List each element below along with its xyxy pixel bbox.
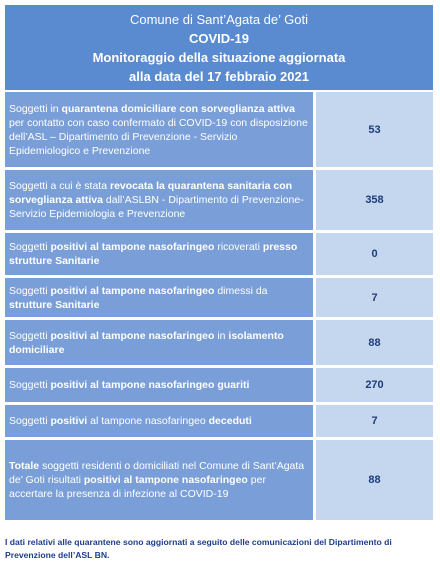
- table-row: Soggetti positivi al tampone nasofaringe…: [5, 320, 433, 365]
- label-segment: Soggetti: [9, 379, 51, 391]
- label-segment: al tampone nasofaringeo: [87, 415, 209, 427]
- label-segment: Soggetti: [9, 241, 51, 253]
- row-label: Soggetti positivi al tampone nasofaringe…: [5, 233, 313, 275]
- row-value: 53: [316, 92, 433, 167]
- header-line: Comune di Sant’Agata de’ Goti: [129, 12, 308, 27]
- label-segment: per contatto con caso confermato di COVI…: [9, 116, 308, 157]
- label-text: Soggetti a cui è stata revocata la quara…: [9, 179, 309, 221]
- label-segment: isolamento domiciliare: [9, 329, 284, 356]
- label-text: Soggetti in quarantena domiciliare con s…: [9, 102, 309, 158]
- label-segment: deceduti: [208, 415, 252, 427]
- header-line: alla data del 17 febbraio 2021: [129, 69, 309, 84]
- label-text: Soggetti positivi al tampone nasofaringe…: [9, 414, 252, 428]
- row-value: 270: [316, 368, 433, 402]
- table-row: Soggetti positivi al tampone nasofaringe…: [5, 368, 433, 402]
- label-segment: Soggetti: [9, 329, 51, 342]
- row-label: Soggetti positivi al tampone nasofaringe…: [5, 278, 313, 317]
- label-segment: quarantena domiciliare con sorveglianza …: [61, 102, 295, 115]
- row-value: 0: [316, 233, 433, 275]
- label-segment: Soggetti in: [9, 102, 62, 115]
- label-segment: dall’ASLBN - Dipartimento di Prevenzione…: [9, 194, 304, 220]
- label-text: Soggetti positivi al tampone nasofaringe…: [9, 329, 309, 357]
- label-segment: Soggetti: [9, 415, 51, 427]
- table-row: Soggetti in quarantena domiciliare con s…: [5, 92, 433, 167]
- label-segment: dimessi da: [214, 284, 268, 297]
- label-text: Totale soggetti residenti o domiciliati …: [9, 459, 309, 501]
- label-segment: soggetti residenti o domiciliati nel Com…: [9, 460, 305, 486]
- table-row: Soggetti positivi al tampone nasofaringe…: [5, 405, 433, 437]
- label-text: Soggetti positivi al tampone nasofaringe…: [9, 284, 309, 312]
- row-label: Totale soggetti residenti o domiciliati …: [5, 440, 313, 520]
- table-row: Soggetti positivi al tampone nasofaringe…: [5, 278, 433, 317]
- label-segment: positivi al tampone nasofaringeo: [50, 284, 215, 297]
- label-segment: positivi al tampone nasofaringeo: [50, 241, 215, 253]
- row-label: Soggetti in quarantena domiciliare con s…: [5, 92, 313, 167]
- table: Soggetti in quarantena domiciliare con s…: [5, 92, 433, 523]
- row-label: Soggetti positivi al tampone nasofaringe…: [5, 368, 313, 402]
- label-segment: positivi al tampone nasofaringeo: [50, 329, 215, 342]
- label-segment: strutture Sanitarie: [9, 298, 100, 311]
- row-value: 7: [316, 405, 433, 437]
- header: Comune di Sant’Agata de’ Goti COVID-19 Mon…: [5, 5, 433, 90]
- header-line: COVID-19: [189, 31, 249, 46]
- row-label: Soggetti positivi al tampone nasofaringe…: [5, 405, 313, 437]
- row-label: Soggetti a cui è stata revocata la quara…: [5, 170, 313, 230]
- label-segment: in: [214, 329, 229, 342]
- label-text: Soggetti positivi al tampone nasofaringe…: [9, 240, 309, 268]
- table-row: Totale soggetti residenti o domiciliati …: [5, 440, 433, 520]
- label-segment: positivi al tampone nasofaringeo: [83, 474, 248, 486]
- label-segment: per accertare la presenza di infezione a…: [9, 474, 266, 500]
- label-segment: Soggetti a cui è stata: [9, 180, 110, 192]
- label-segment: presso strutture Sanitarie: [9, 241, 298, 267]
- header-line: Monitoraggio della situazione aggiornata: [92, 50, 346, 65]
- label-segment: positivi al tampone nasofaringeo guariti: [50, 379, 250, 391]
- row-value: 88: [316, 320, 433, 365]
- row-label: Soggetti positivi al tampone nasofaringe…: [5, 320, 313, 365]
- label-segment: ricoverati: [214, 241, 263, 253]
- label-segment: Totale: [9, 460, 40, 472]
- label-segment: revocata la quarantena sanitaria con sor…: [9, 180, 293, 206]
- row-value: 358: [316, 170, 433, 230]
- row-value: 88: [316, 440, 433, 520]
- label-segment: Soggetti: [9, 284, 51, 297]
- table-row: Soggetti a cui è stata revocata la quara…: [5, 170, 433, 230]
- row-value: 7: [316, 278, 433, 317]
- label-segment: positivi: [50, 415, 88, 427]
- footnote: I dati relativi alle quarantene sono agg…: [5, 537, 392, 560]
- label-text: Soggetti positivi al tampone nasofaringe…: [9, 378, 249, 392]
- table-row: Soggetti positivi al tampone nasofaringe…: [5, 233, 433, 275]
